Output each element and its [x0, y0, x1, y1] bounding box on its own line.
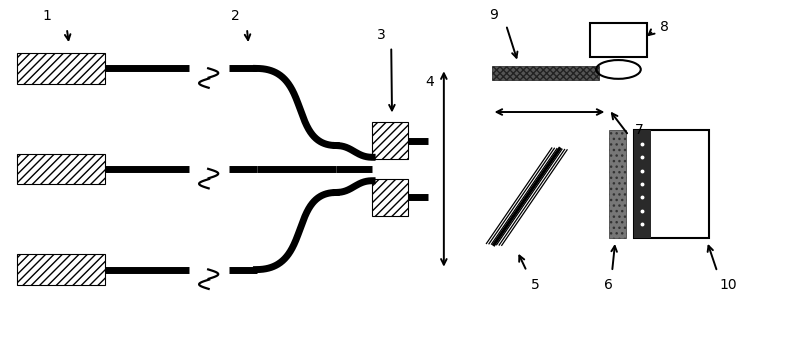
- Bar: [634, 130, 710, 238]
- Text: 2: 2: [230, 9, 239, 23]
- Text: 3: 3: [377, 28, 386, 42]
- Bar: [372, 179, 408, 216]
- Bar: [18, 154, 105, 184]
- Bar: [18, 53, 105, 83]
- Bar: [492, 66, 599, 80]
- Text: 8: 8: [660, 20, 669, 33]
- Text: 5: 5: [531, 277, 540, 292]
- Text: 4: 4: [425, 75, 434, 89]
- Text: 9: 9: [489, 8, 498, 22]
- Text: 6: 6: [605, 277, 614, 292]
- Bar: [609, 130, 626, 238]
- Text: 1: 1: [42, 9, 51, 23]
- Bar: [372, 122, 408, 159]
- Bar: [18, 255, 105, 285]
- Text: 10: 10: [720, 277, 738, 292]
- Bar: [634, 130, 651, 238]
- Bar: [590, 23, 647, 57]
- Text: 7: 7: [634, 123, 643, 138]
